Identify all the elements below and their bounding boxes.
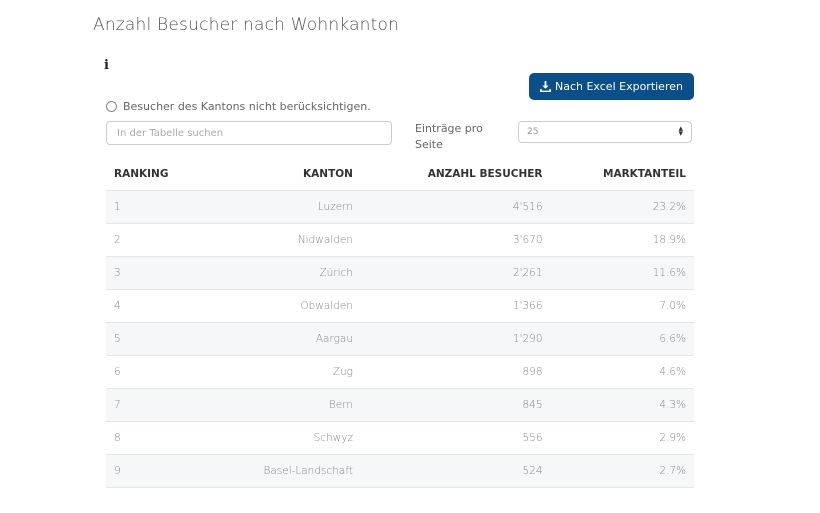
info-icon[interactable]: i [104,58,109,73]
table-cell: 4 [106,289,209,323]
table-row: 2 Nidwalden 3'670 18.9% [106,223,694,257]
table-cell: Luzern [208,190,361,224]
table-cell: 2.9% [550,421,694,455]
table-cell: 6 [106,355,209,389]
table-row: 5 Aargau 1'290 6.6% [106,322,694,356]
table-cell: 3'670 [360,223,551,257]
table-row: 4 Obwalden 1'366 7.0% [106,289,694,323]
table-cell: 898 [360,355,551,389]
column-header[interactable]: KANTON [208,157,361,191]
table-cell: 7.0% [550,289,694,323]
table-row: 9 Basel-Landschaft 524 2.7% [106,454,694,488]
page-title: Anzahl Besucher nach Wohnkanton [93,15,400,35]
column-header[interactable]: RANKING [106,157,209,191]
visitors-table: RANKING KANTON ANZAHL BESUCHER MARKTANTEIL … [106,157,694,488]
sort-arrows-icon: ▴ ▾ [678,124,683,139]
table-cell: 5 [106,322,209,356]
table-cell: 8 [106,421,209,455]
entries-value: 25 [527,127,539,137]
table-row: 3 Zürich 2'261 11.6% [106,256,694,290]
table-cell: 18.9% [550,223,694,257]
table-cell: 845 [360,388,551,422]
table-cell: 7 [106,388,209,422]
table-cell: Obwalden [208,289,361,323]
table-cell: 2'261 [360,256,551,290]
table-row: 6 Zug 898 4.6% [106,355,694,389]
entries-per-page-select[interactable]: 25 ▴ ▾ [518,121,692,143]
entries-per-page-label: Einträge pro Seite [415,122,483,151]
table-cell: 4.6% [550,355,694,389]
table-cell: 2.7% [550,454,694,488]
table-row: 7 Bern 845 4.3% [106,388,694,422]
exclude-canton-label: Besucher des Kantons nicht berücksichtig… [123,100,371,113]
table-cell: 23.2% [550,190,694,224]
table-cell: 4'516 [360,190,551,224]
table-cell: 11.6% [550,256,694,290]
table-cell: Schwyz [208,421,361,455]
export-excel-button[interactable]: Nach Excel Exportieren [529,73,694,100]
radio-button[interactable] [106,101,117,112]
table-cell: 1'290 [360,322,551,356]
table-cell: Aargau [208,322,361,356]
table-cell: 2 [106,223,209,257]
table-cell: Bern [208,388,361,422]
table-search-input[interactable] [106,121,392,145]
table-cell: 556 [360,421,551,455]
table-cell: 9 [106,454,209,488]
table-cell: Basel-Landschaft [208,454,361,488]
table-cell: Zug [208,355,361,389]
table-row: 8 Schwyz 556 2.9% [106,421,694,455]
table-cell: 1'366 [360,289,551,323]
table-row: 1 Luzern 4'516 23.2% [106,190,694,224]
download-icon [540,81,551,92]
export-label: Nach Excel Exportieren [555,80,683,93]
column-header[interactable]: ANZAHL BESUCHER [360,157,551,191]
table-cell: Nidwalden [208,223,361,257]
table-cell: 3 [106,256,209,290]
table-cell: 1 [106,190,209,224]
table-cell: 4.3% [550,388,694,422]
table-cell: Zürich [208,256,361,290]
column-header[interactable]: MARKTANTEIL [550,157,694,191]
table-cell: 6.6% [550,322,694,356]
table-cell: 524 [360,454,551,488]
exclude-canton-option[interactable]: Besucher des Kantons nicht berücksichtig… [106,100,371,113]
